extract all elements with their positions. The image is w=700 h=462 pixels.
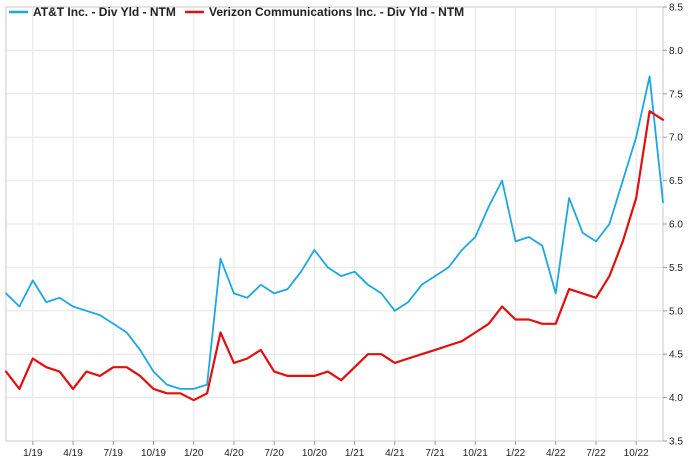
x-tick-label: 10/21 [463, 448, 488, 459]
y-tick-label: 4.0 [669, 393, 683, 404]
x-tick-label: 4/20 [224, 448, 244, 459]
y-tick-label: 7.0 [669, 133, 683, 144]
x-tick-label: 10/19 [141, 448, 166, 459]
legend-label-verizon: Verizon Communications Inc. - Div Yld - … [209, 5, 464, 19]
x-tick-label: 7/19 [104, 448, 124, 459]
x-tick-label: 7/20 [264, 448, 284, 459]
y-tick-label: 5.5 [669, 263, 683, 274]
verizon-yield-line [4, 110, 665, 402]
x-tick-label: 1/21 [345, 448, 365, 459]
x-tick-label: 4/22 [546, 448, 566, 459]
x-tick-label: 1/20 [184, 448, 204, 459]
y-axis-ticks: 3.5 4.0 4.5 5.0 5.5 6.0 6.5 7.0 7.5 8.0 8.5 [663, 3, 683, 448]
legend: AT&T Inc. - Div Yld - NTM Verizon Commun… [9, 5, 464, 19]
y-tick-label: 6.0 [669, 220, 683, 231]
y-tick-label: 8.0 [669, 46, 683, 57]
x-tick-label: 4/21 [385, 448, 405, 459]
x-tick-label: 7/21 [425, 448, 445, 459]
y-tick-label: 7.5 [669, 89, 683, 100]
y-tick-label: 6.5 [669, 176, 683, 187]
series-lines [4, 75, 665, 402]
y-tick-label: 3.5 [669, 437, 683, 448]
y-tick-label: 5.0 [669, 306, 683, 317]
x-tick-label: 7/22 [586, 448, 606, 459]
x-tick-label: 1/22 [506, 448, 526, 459]
y-tick-label: 8.5 [669, 3, 683, 14]
att-yield-line [5, 75, 664, 390]
gridlines [6, 7, 663, 441]
legend-label-att: AT&T Inc. - Div Yld - NTM [33, 5, 176, 19]
x-tick-label: 4/19 [63, 448, 83, 459]
x-tick-label: 1/19 [23, 448, 43, 459]
x-tick-label: 10/20 [302, 448, 327, 459]
y-tick-label: 4.5 [669, 350, 683, 361]
x-axis-ticks: 1/19 4/19 7/19 10/19 1/20 4/20 7/20 10/20 1/21 4/… [23, 441, 649, 459]
x-tick-label: 10/22 [624, 448, 649, 459]
